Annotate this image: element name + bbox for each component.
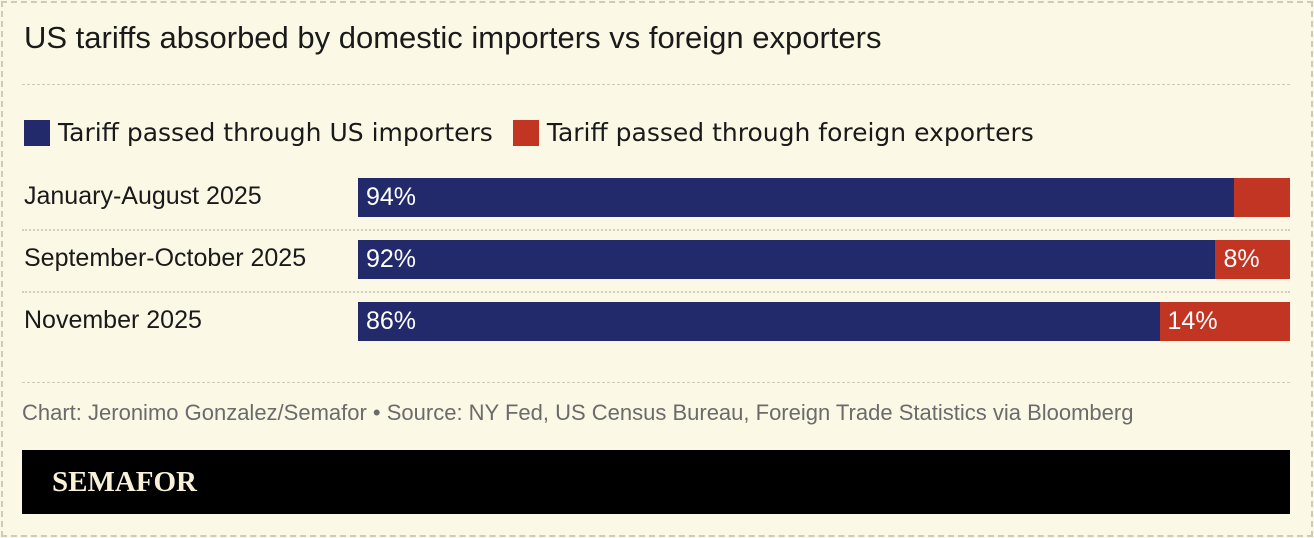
bar-importers: 92% <box>358 240 1216 279</box>
row-separator <box>22 291 1290 293</box>
legend-item-importers: Tariff passed through US importers <box>24 118 493 147</box>
legend-item-exporters: Tariff passed through foreign exporters <box>512 118 1034 147</box>
title-divider <box>22 84 1290 85</box>
legend: Tariff passed through US importers Tarif… <box>24 118 1054 147</box>
row-separator <box>22 229 1290 231</box>
legend-swatch-importers <box>24 119 50 146</box>
category-label: January-August 2025 <box>24 182 262 210</box>
bar-exporters: 8% <box>1215 240 1290 279</box>
category-label: September-October 2025 <box>24 244 307 272</box>
bar-importers: 94% <box>358 178 1235 217</box>
bar-importers: 86% <box>358 302 1160 341</box>
legend-swatch-exporters <box>512 119 539 146</box>
category-label: November 2025 <box>24 306 202 334</box>
semafor-logo: SEMAFOR <box>52 466 197 498</box>
legend-label-importers: Tariff passed through US importers <box>58 118 493 147</box>
bar-exporters: 14% <box>1159 302 1290 341</box>
legend-label-exporters: Tariff passed through foreign exporters <box>546 118 1034 147</box>
source-note: Chart: Jeronimo Gonzalez/Semafor • Sourc… <box>22 400 1134 425</box>
chart-title: US tariffs absorbed by domestic importer… <box>24 20 882 55</box>
bar-exporters <box>1234 178 1290 217</box>
footer-divider <box>22 382 1290 383</box>
logo-banner: SEMAFOR <box>22 450 1290 514</box>
